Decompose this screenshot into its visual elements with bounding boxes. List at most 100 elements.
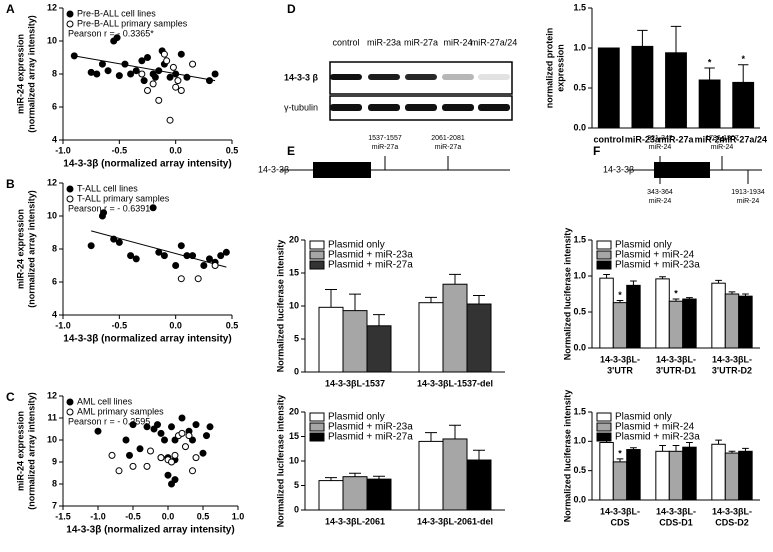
x-tick-label: CDS-D2 xyxy=(715,517,749,527)
bar xyxy=(631,45,654,129)
bar xyxy=(612,302,628,349)
point xyxy=(169,63,177,71)
significance: * xyxy=(674,288,678,298)
legend-label: Plasmid + miR-27a xyxy=(328,432,413,443)
point xyxy=(155,96,163,104)
site-label: 321-342 xyxy=(647,135,673,142)
error-bar xyxy=(728,291,736,294)
point xyxy=(217,252,225,260)
error-bar xyxy=(715,279,722,284)
lane-label: miR-27a xyxy=(404,37,438,47)
y-tick-label: 0.0 xyxy=(573,342,586,352)
error-bar xyxy=(637,29,648,47)
y-tick-label: 4 xyxy=(52,309,57,319)
x-axis-label: 14-3-3β (normalized array intensity) xyxy=(63,159,231,170)
y-tick-label: 1.5 xyxy=(573,406,586,416)
bar xyxy=(738,295,753,349)
point xyxy=(178,414,186,422)
point xyxy=(222,248,230,256)
point xyxy=(199,449,207,457)
point xyxy=(154,421,161,429)
y-tick-label: 0.5 xyxy=(573,465,586,475)
legend-marker xyxy=(66,185,74,193)
y-tick-label: 6 xyxy=(52,101,57,111)
bar xyxy=(626,449,641,501)
x-tick-label: 0.5 xyxy=(226,145,239,155)
legend-label: Plasmid + miR-24 xyxy=(615,250,695,261)
point xyxy=(127,252,135,260)
point xyxy=(70,52,78,60)
y-axis-label: Normalized luciferase intensity xyxy=(562,228,572,361)
bar xyxy=(599,442,614,501)
x-tick-label: 14-3-3βL-2061 xyxy=(325,516,385,526)
panel-label: C xyxy=(6,390,15,404)
panel-label: F xyxy=(593,144,600,158)
point xyxy=(177,50,185,58)
point xyxy=(108,451,116,459)
point xyxy=(163,57,171,65)
point xyxy=(94,427,102,435)
point xyxy=(161,436,168,444)
bar xyxy=(366,325,392,373)
legend-swatch xyxy=(596,250,612,260)
bar xyxy=(682,298,697,349)
point xyxy=(149,204,157,212)
y-tick-label: 11 xyxy=(47,412,57,422)
bar xyxy=(655,450,670,501)
site-label: 1913-1934 xyxy=(731,189,765,196)
y-tick-label: 10 xyxy=(289,300,299,310)
bar xyxy=(442,283,468,373)
y-axis-label: normalized protein xyxy=(544,28,554,109)
site-label: miR-24 xyxy=(649,198,672,205)
y-tick-label: 1.0 xyxy=(573,270,586,280)
bar xyxy=(665,52,687,129)
point xyxy=(143,462,151,470)
y-tick-label: 0.5 xyxy=(573,82,586,92)
point xyxy=(171,436,179,444)
bar xyxy=(612,461,628,501)
y-tick-label: 12 xyxy=(47,390,57,400)
legend-label: AML primary samples xyxy=(77,406,164,416)
point xyxy=(183,73,191,81)
error-bar xyxy=(616,299,624,303)
point xyxy=(177,87,185,94)
legend-swatch xyxy=(309,250,325,260)
lane-label: miR-27a/24 xyxy=(471,37,518,47)
point xyxy=(132,255,140,263)
x-axis-label: 14-3-3β (normalized array intensity) xyxy=(66,525,234,536)
x-tick-label: 14-3-3βL- xyxy=(656,354,696,364)
y-tick-label: 20 xyxy=(289,234,299,244)
x-tick-label: 0.5 xyxy=(226,320,239,330)
bar xyxy=(711,443,726,501)
point xyxy=(122,436,130,444)
significance: * xyxy=(741,54,745,64)
point xyxy=(166,116,174,124)
error-bar xyxy=(704,67,715,80)
point xyxy=(127,70,135,78)
error-bar xyxy=(373,475,385,480)
y-axis-label: Normalized luciferase intensity xyxy=(275,240,285,373)
point xyxy=(129,462,137,470)
legend-marker xyxy=(66,408,74,416)
y-tick-label: 0 xyxy=(294,366,299,376)
point xyxy=(177,275,185,283)
point xyxy=(171,476,179,484)
bar xyxy=(418,302,444,373)
y-tick-label: 1.5 xyxy=(573,234,586,244)
point xyxy=(166,73,174,81)
y-tick-label: 1.0 xyxy=(573,42,586,52)
error-bar xyxy=(630,280,637,286)
x-tick-label: 0.5 xyxy=(197,511,210,521)
site-label: 1786-1807 xyxy=(705,135,739,142)
point xyxy=(177,242,185,250)
error-bar xyxy=(449,424,461,439)
point xyxy=(147,447,154,455)
point xyxy=(178,429,186,437)
error-bar xyxy=(473,294,485,305)
point xyxy=(185,432,193,440)
point xyxy=(155,248,163,256)
point xyxy=(110,235,118,243)
y-tick-label: 7 xyxy=(52,500,57,510)
y-axis-label: (normalized array intensity) xyxy=(26,190,36,308)
gene-label: 14-3-3β xyxy=(603,164,634,174)
